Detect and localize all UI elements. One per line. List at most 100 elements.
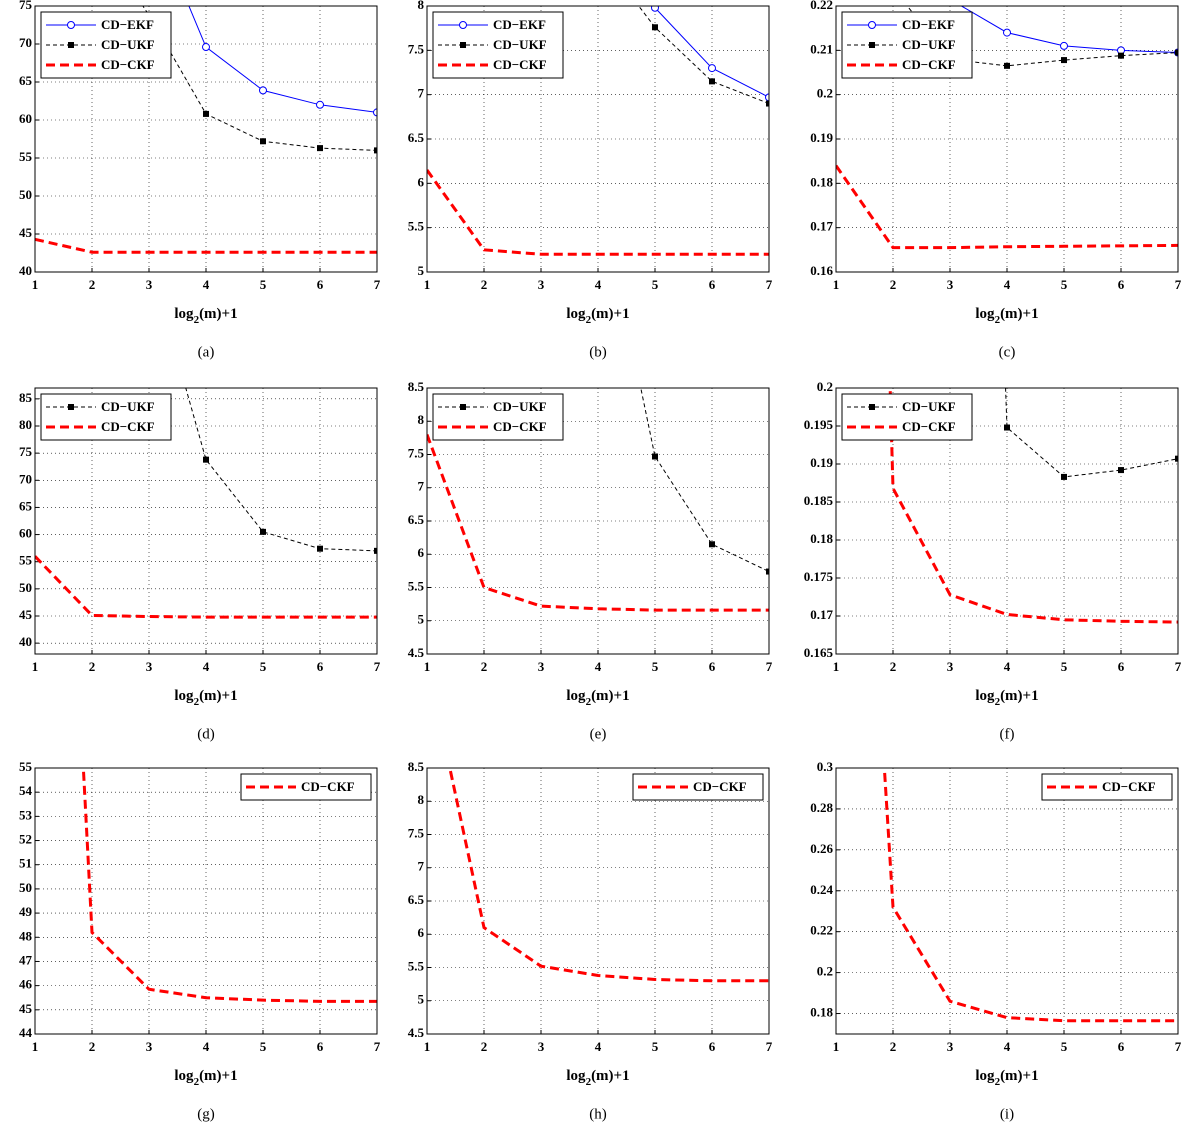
x-tick-label: 6 (1118, 1039, 1125, 1054)
plot-frame (426, 387, 770, 655)
y-tick-label: 8 (418, 0, 425, 12)
x-tick-label: 6 (709, 1039, 716, 1054)
y-tick-label: 80 (19, 417, 32, 432)
y-tick-label: 7 (418, 86, 425, 101)
caption: (a) (198, 344, 215, 360)
series-group (882, 768, 1178, 1023)
y-tick-label: 50 (19, 187, 32, 202)
y-tick-label: 5.5 (408, 578, 425, 593)
legend-box (841, 393, 973, 441)
x-tick-label: 7 (1175, 659, 1182, 674)
x-tick-label: 2 (890, 277, 897, 292)
y-tick-label: 55 (19, 759, 33, 774)
legend-label: CD−UKF (493, 399, 547, 414)
panel: 0.165 0.17 0.175 0.18 0.185 0.19 0.195 0.2 1 2 3 4 5… (804, 379, 1182, 742)
x-tick-label: 4 (595, 1039, 602, 1054)
series-group (35, 388, 377, 619)
legend-box (841, 11, 973, 79)
x-tick-label: 6 (1118, 659, 1125, 674)
y-tick-label: 8 (418, 792, 425, 807)
y-tick-label: 0.22 (810, 0, 833, 12)
x-axis-label-sub: 2 (194, 696, 200, 708)
series-line (35, 237, 377, 254)
x-tick-label: 2 (89, 1039, 96, 1054)
x-axis-label-part: (m)+1 (199, 688, 238, 704)
x-axis-label: log2(m)+1 (566, 1068, 629, 1087)
y-tick-label: 4.5 (408, 645, 425, 660)
x-tick-label: 3 (947, 1039, 954, 1054)
y-tick-label: 0.16 (810, 263, 833, 278)
y-tick-label: 5 (418, 992, 425, 1007)
legend-label: CD−CKF (101, 419, 155, 434)
marker (708, 64, 716, 73)
y-tick-label: 0.165 (804, 645, 834, 660)
x-axis-label-part: (m)+1 (1000, 1068, 1039, 1084)
x-axis-label: log2(m)+1 (174, 306, 237, 325)
legend: CD−UKF CD−CKF (841, 393, 973, 441)
legend: CD−UKF CD−CKF (432, 393, 564, 441)
y-tick-label: 75 (19, 0, 33, 12)
panel: 4.5 5 5.5 6 6.5 7 7.5 8 8.5 1 2 3 4 5 6 7 CD−UKF CD−CKF lo… (408, 379, 773, 742)
y-tick-label: 46 (19, 977, 33, 992)
legend-marker (869, 404, 875, 410)
x-tick-label: 4 (595, 659, 602, 674)
y-tick-label: 0.17 (810, 607, 833, 622)
y-tick-label: 5 (418, 263, 425, 278)
y-tick-label: 6 (418, 174, 425, 189)
legend-label: CD−EKF (101, 17, 154, 32)
marker (765, 93, 769, 102)
x-axis-label-part: (m)+1 (591, 1068, 630, 1084)
y-tick-label: 40 (19, 634, 32, 649)
legend-marker (869, 42, 875, 48)
legend-marker (68, 42, 74, 48)
y-tick-label: 6.5 (408, 512, 425, 527)
x-axis-label-sub: 2 (995, 696, 1001, 708)
legend-label: CD−CKF (101, 57, 155, 72)
x-axis-label: log2(m)+1 (975, 1068, 1038, 1087)
y-tick-label: 7.5 (408, 41, 425, 56)
y-tick-label: 0.22 (810, 923, 833, 938)
y-tick-label: 6.5 (408, 892, 425, 907)
series-group (888, 388, 1178, 624)
panel: 4.555.566.577.588.51 2 3 4 5 6 7CD−CKFlog2(m)+… (408, 759, 773, 1122)
x-axis-label: log2(m)+1 (975, 306, 1038, 325)
series-group (427, 6, 769, 256)
caption: (f) (1000, 726, 1015, 742)
legend-marker (460, 404, 466, 410)
x-axis-label-part: log (975, 1068, 995, 1084)
caption: (c) (999, 344, 1016, 360)
y-tick-label: 75 (19, 444, 33, 459)
plot-frame (835, 767, 1179, 1035)
legend-label: CD−CKF (493, 57, 547, 72)
marker (373, 108, 377, 117)
y-tick-label: 40 (19, 263, 32, 278)
series-line (81, 768, 377, 1003)
x-tick-label: 6 (709, 277, 716, 292)
y-tick-label: 51 (19, 856, 32, 871)
x-axis-label-part: log (566, 306, 586, 322)
y-tick-label: 7 (418, 479, 425, 494)
x-tick-label: 5 (260, 1039, 267, 1054)
y-tick-label: 0.21 (810, 41, 833, 56)
y-tick-label: 50 (19, 880, 32, 895)
marker (203, 110, 209, 117)
y-tick-label: 8.5 (408, 759, 425, 774)
marker (1004, 424, 1010, 431)
marker (260, 528, 266, 535)
y-tick-label: 55 (19, 553, 33, 568)
y-tick-label: 7 (418, 859, 425, 874)
x-tick-label: 3 (146, 659, 153, 674)
plot-frame (835, 5, 1179, 273)
y-tick-label: 0.24 (810, 882, 833, 897)
x-tick-label: 3 (947, 659, 954, 674)
legend: CD−UKF CD−CKF (40, 393, 172, 441)
marker (766, 568, 769, 575)
series-line (882, 768, 1178, 1023)
y-tick-label: 5.5 (408, 958, 425, 973)
legend-label: CD−EKF (493, 17, 546, 32)
x-axis-label-part: (m)+1 (1000, 306, 1039, 322)
y-tick-label: 6 (418, 925, 425, 940)
y-tick-label: 70 (19, 35, 32, 50)
legend: CD−EKF CD−UKF CD−CKF (40, 11, 172, 79)
